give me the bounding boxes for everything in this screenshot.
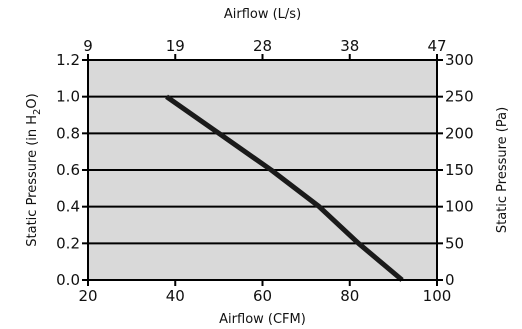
x-bottom-tick-label: 100 bbox=[423, 287, 452, 305]
x-top-tick-label: 19 bbox=[166, 37, 185, 55]
y-right-tick-label: 0 bbox=[445, 271, 455, 289]
y-left-tick-label: 0.8 bbox=[56, 124, 80, 142]
gridlines bbox=[88, 95, 437, 245]
x-axis-title-bottom: Airflow (CFM) bbox=[219, 312, 306, 327]
x-bottom-tick-label: 40 bbox=[166, 287, 185, 305]
x-bottom-tick-label: 80 bbox=[340, 287, 359, 305]
y-left-tick-label: 1.0 bbox=[56, 88, 80, 106]
y-right-tick-label: 100 bbox=[445, 198, 474, 216]
x-top-tick-label: 38 bbox=[340, 37, 359, 55]
y-left-tick-label: 0.4 bbox=[56, 198, 80, 216]
y-axis-title-left: Static Pressure (in H2O) bbox=[25, 93, 43, 246]
series-line bbox=[165, 94, 404, 282]
y-right-tick-label: 200 bbox=[445, 124, 474, 142]
y-right-tick-label: 150 bbox=[445, 161, 474, 179]
y-right-tick-label: 300 bbox=[445, 51, 474, 69]
y-left-title-subscript: 2 bbox=[32, 109, 43, 115]
y-left-tick-label: 0.2 bbox=[56, 234, 80, 252]
x-bottom-tick-label: 60 bbox=[253, 287, 272, 305]
y-right-tick-label: 50 bbox=[445, 234, 464, 252]
tick-labels: 0.0 0 0.2 50 0.4 100 0.6 150 0.8 200 1.0 250 1.2 300 2… bbox=[56, 37, 474, 305]
x-axis-title-top: Airflow (L/s) bbox=[224, 7, 301, 22]
x-top-tick-label: 9 bbox=[83, 37, 93, 55]
series-layer bbox=[165, 94, 404, 282]
y-axis-title-right: Static Pressure (Pa) bbox=[495, 107, 510, 233]
x-top-tick-label: 28 bbox=[253, 37, 272, 55]
y-left-tick-label: 0.0 bbox=[56, 271, 80, 289]
y-right-tick-label: 250 bbox=[445, 88, 474, 106]
tick-marks bbox=[82, 54, 443, 286]
y-left-tick-label: 0.6 bbox=[56, 161, 80, 179]
x-bottom-tick-label: 20 bbox=[78, 287, 97, 305]
y-left-title-part-3: O) bbox=[25, 93, 40, 108]
y-left-title-part-1: Static Pressure (in H bbox=[25, 115, 40, 247]
y-left-tick-label: 1.2 bbox=[56, 51, 80, 69]
x-top-tick-label: 47 bbox=[427, 37, 446, 55]
